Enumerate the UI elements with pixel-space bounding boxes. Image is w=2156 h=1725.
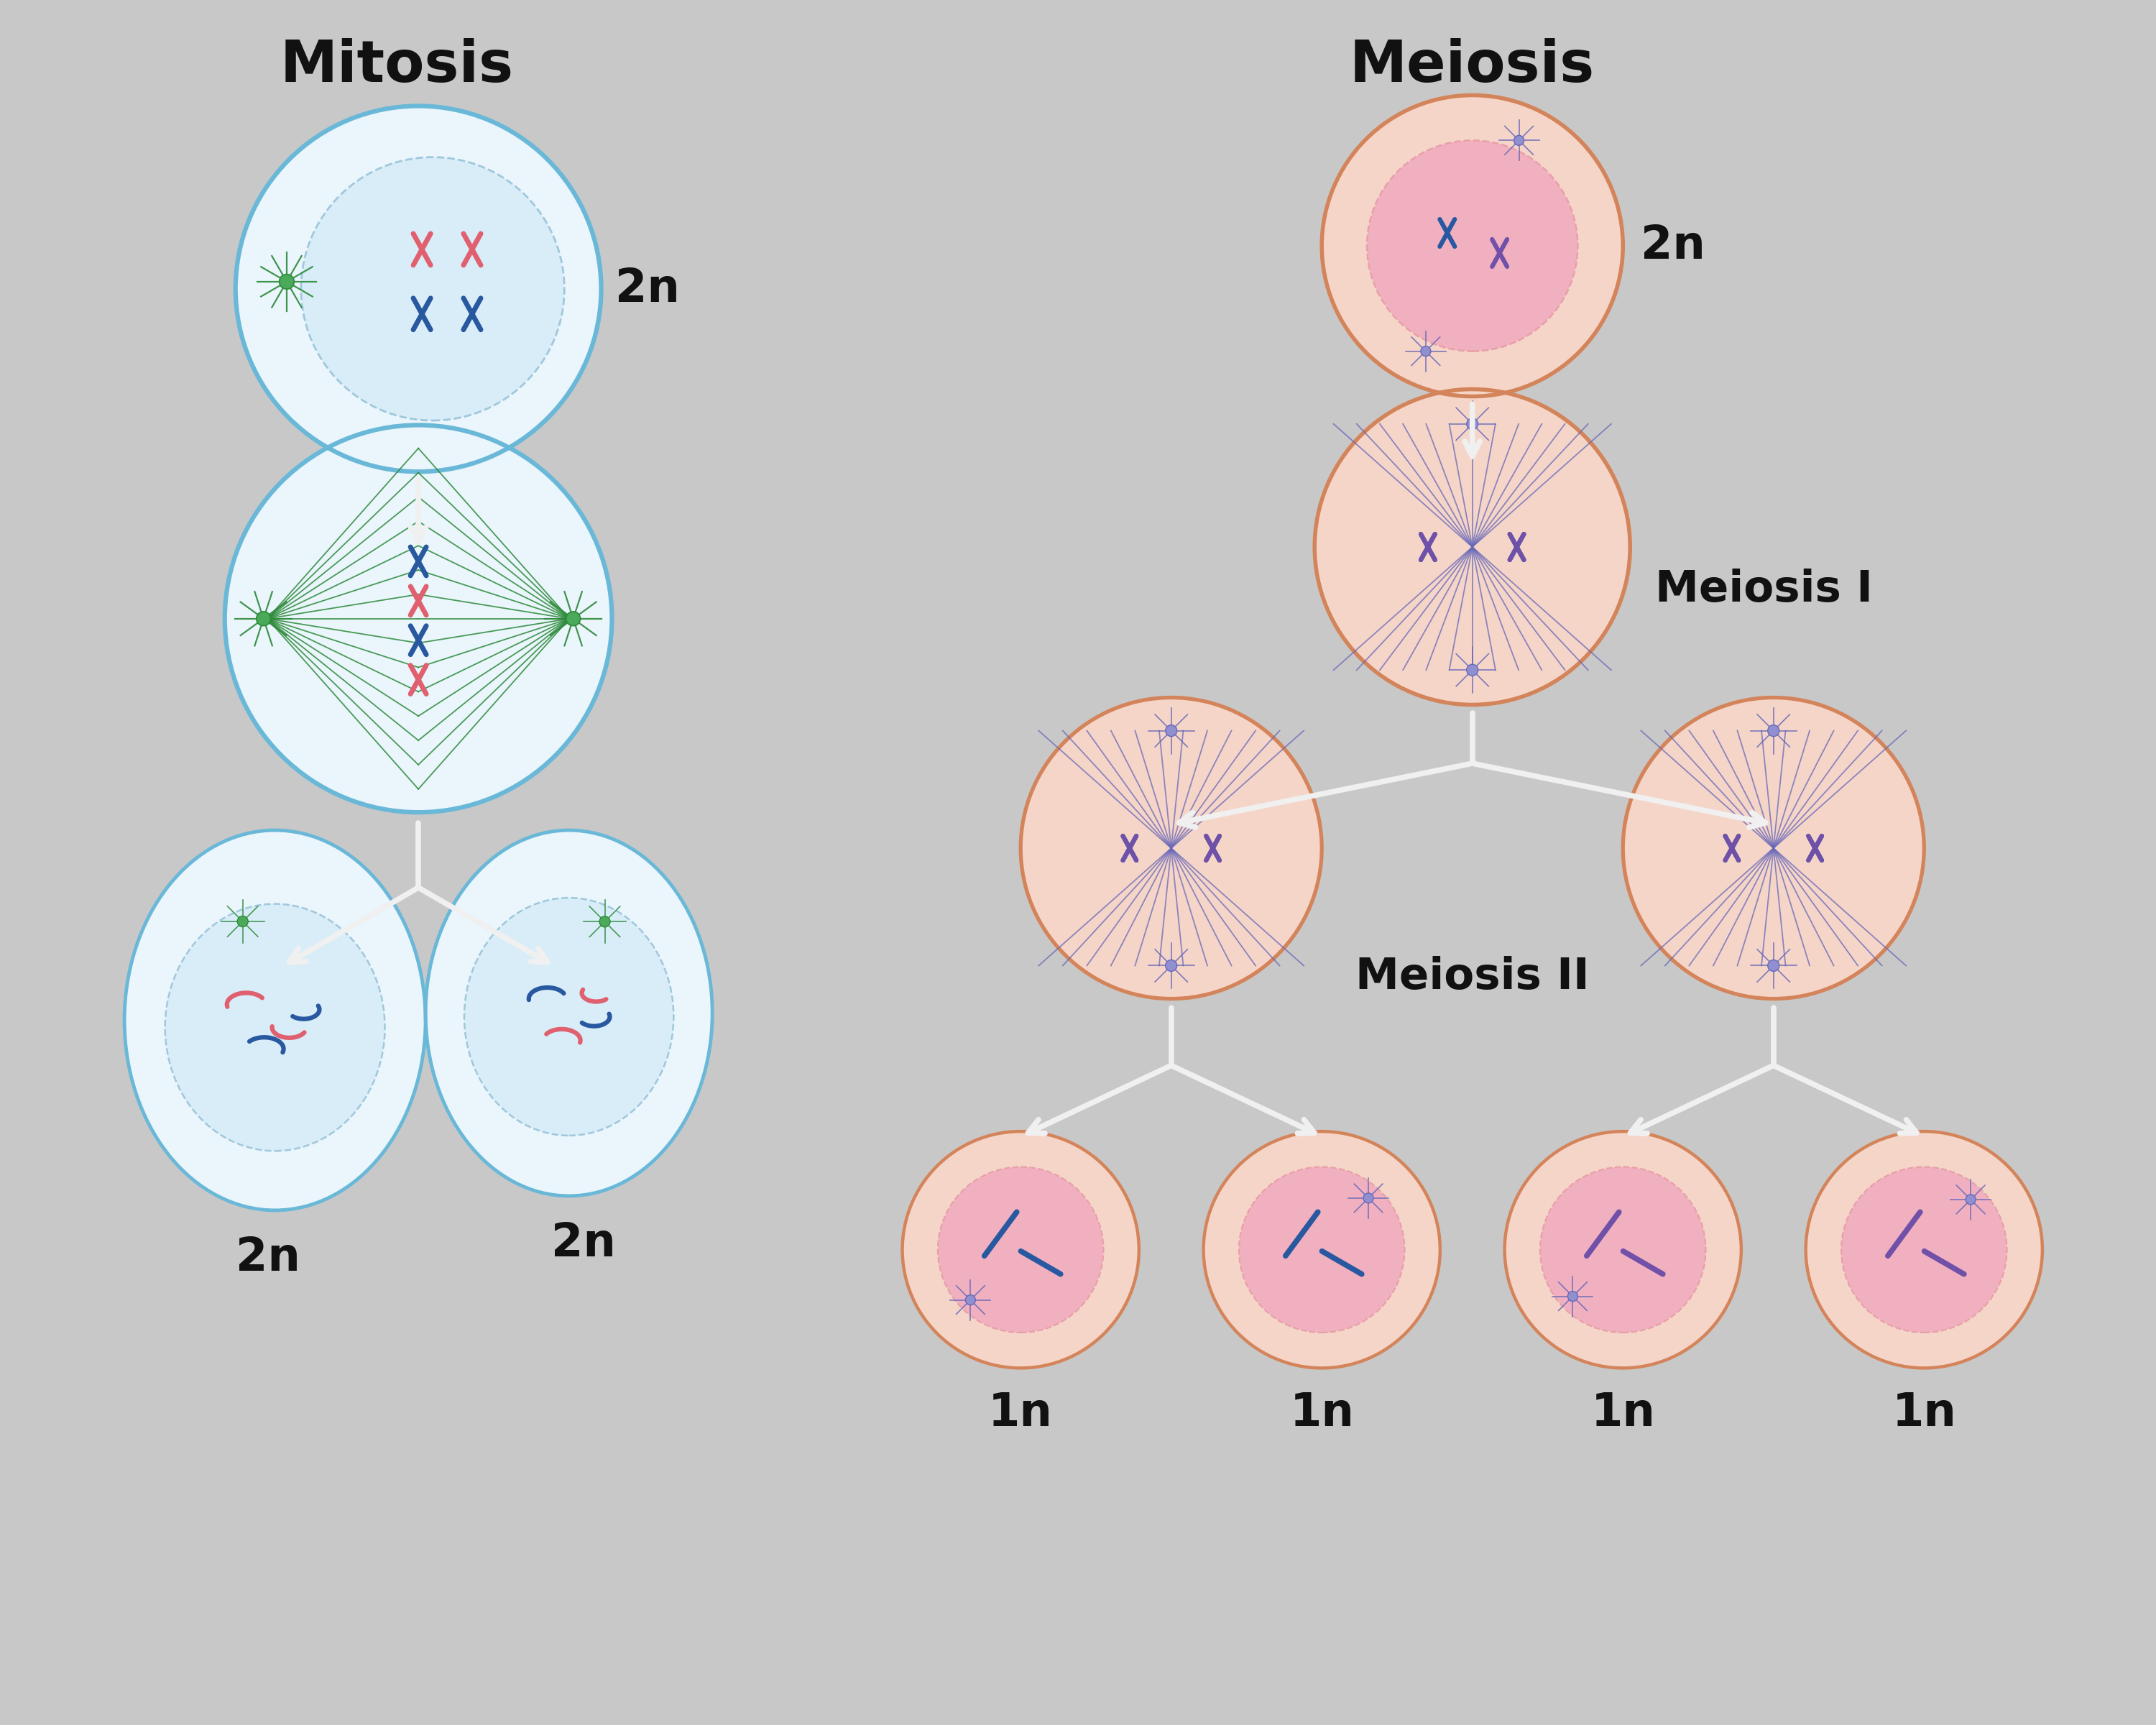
Circle shape — [416, 599, 420, 604]
Ellipse shape — [1203, 1132, 1440, 1368]
Circle shape — [1768, 724, 1779, 737]
Text: 2n: 2n — [614, 267, 679, 310]
Circle shape — [470, 312, 474, 316]
Ellipse shape — [1841, 1166, 2007, 1332]
Circle shape — [1445, 231, 1449, 235]
Ellipse shape — [938, 1166, 1104, 1332]
Circle shape — [1425, 545, 1429, 549]
Circle shape — [1516, 545, 1518, 549]
Ellipse shape — [1505, 1132, 1742, 1368]
Text: 2n: 2n — [235, 1235, 300, 1280]
Circle shape — [1466, 664, 1479, 676]
Circle shape — [1768, 959, 1779, 971]
Circle shape — [1166, 959, 1177, 971]
Ellipse shape — [1240, 1166, 1404, 1332]
Text: 2n: 2n — [1641, 224, 1705, 267]
Ellipse shape — [1315, 390, 1630, 706]
Text: Mitosis: Mitosis — [280, 38, 513, 93]
Text: 1n: 1n — [1591, 1390, 1656, 1435]
Circle shape — [1128, 847, 1132, 850]
Circle shape — [1425, 545, 1429, 549]
Ellipse shape — [1623, 697, 1923, 999]
Ellipse shape — [1367, 140, 1578, 352]
Ellipse shape — [425, 830, 711, 1195]
Circle shape — [1128, 847, 1132, 850]
Circle shape — [1498, 250, 1501, 255]
Circle shape — [1166, 724, 1177, 737]
Circle shape — [1516, 545, 1518, 549]
Text: 2n: 2n — [552, 1221, 617, 1266]
Circle shape — [966, 1295, 975, 1304]
Circle shape — [280, 274, 293, 290]
Ellipse shape — [1807, 1132, 2042, 1368]
Circle shape — [420, 247, 425, 252]
Ellipse shape — [224, 424, 612, 812]
Circle shape — [567, 612, 580, 626]
Circle shape — [420, 312, 425, 316]
Circle shape — [599, 916, 610, 926]
Circle shape — [1729, 847, 1733, 850]
Circle shape — [1729, 847, 1733, 850]
Ellipse shape — [302, 157, 565, 421]
Ellipse shape — [166, 904, 386, 1151]
Circle shape — [1212, 847, 1214, 850]
Circle shape — [1212, 847, 1214, 850]
Ellipse shape — [235, 105, 602, 471]
Circle shape — [416, 559, 420, 564]
Ellipse shape — [125, 830, 425, 1211]
Text: Meiosis II: Meiosis II — [1356, 956, 1589, 999]
Circle shape — [470, 247, 474, 252]
Ellipse shape — [1322, 95, 1623, 397]
Circle shape — [1421, 347, 1432, 357]
Circle shape — [237, 916, 248, 926]
Circle shape — [1466, 417, 1479, 430]
Text: 1n: 1n — [987, 1390, 1052, 1435]
Circle shape — [416, 638, 420, 642]
Text: 1n: 1n — [1891, 1390, 1955, 1435]
Circle shape — [1966, 1194, 1975, 1204]
Circle shape — [416, 678, 420, 681]
Ellipse shape — [1020, 697, 1322, 999]
Circle shape — [1813, 847, 1818, 850]
Ellipse shape — [1539, 1166, 1705, 1332]
Text: 1n: 1n — [1289, 1390, 1354, 1435]
Text: Meiosis I: Meiosis I — [1656, 569, 1874, 611]
Circle shape — [1813, 847, 1818, 850]
Text: Meiosis: Meiosis — [1350, 38, 1595, 93]
Ellipse shape — [464, 897, 673, 1135]
Ellipse shape — [903, 1132, 1138, 1368]
Circle shape — [257, 612, 272, 626]
Circle shape — [1567, 1292, 1578, 1301]
Circle shape — [1363, 1194, 1373, 1202]
Circle shape — [1514, 135, 1524, 145]
